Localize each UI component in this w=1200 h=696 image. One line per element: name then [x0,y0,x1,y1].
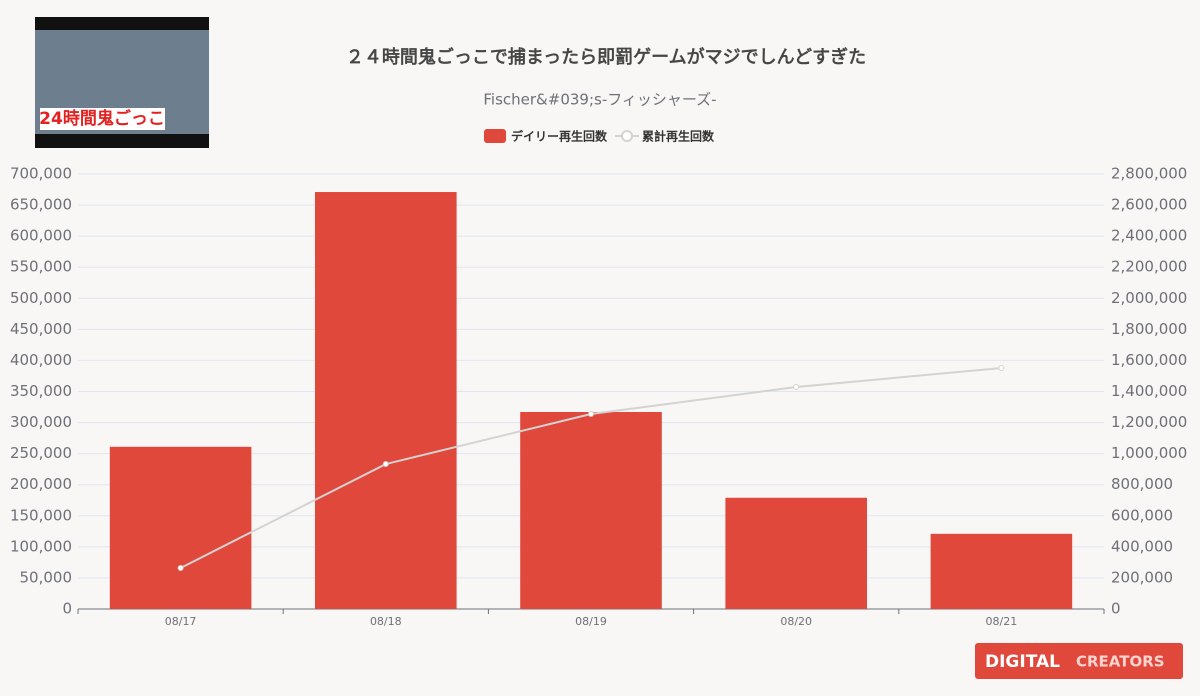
y-tick-label: 150,000 [10,506,72,524]
y2-tick-label: 1,000,000 [1111,444,1187,462]
y2-tick-label: 600,000 [1111,506,1173,524]
x-tick-label: 08/17 [165,615,197,628]
bar [109,446,252,609]
y2-tick-label: 2,000,000 [1111,289,1187,307]
y2-tick-label: 1,400,000 [1111,382,1187,400]
legend-label: デイリー再生回数 [511,129,608,144]
x-tick-label: 08/19 [575,615,607,628]
y-tick-label: 450,000 [10,320,72,338]
line-point [382,461,389,468]
y-tick-label: 650,000 [10,196,72,214]
bar [725,497,867,609]
line-point [793,383,800,390]
y2-tick-label: 2,200,000 [1111,258,1187,276]
y2-tick-label: 1,200,000 [1111,413,1187,431]
y-tick-label: 200,000 [10,475,72,493]
legend-swatch [621,130,633,142]
line-point [998,365,1005,372]
y-tick-label: 700,000 [10,165,72,183]
thumbnail: 24時間鬼ごっこ [35,17,209,148]
bar [315,192,457,609]
thumbnail-caption-box [40,108,165,130]
y2-tick-label: 400,000 [1111,537,1173,555]
y-tick-label: 550,000 [10,258,72,276]
x-tick-label: 08/20 [780,615,812,628]
y2-tick-label: 1,600,000 [1111,351,1187,369]
y-tick-label: 300,000 [10,413,72,431]
x-tick-label: 08/18 [370,615,402,628]
y2-tick-label: 2,400,000 [1111,227,1187,245]
logo-box [975,643,1183,679]
legend-swatch [484,129,506,143]
logo-mark: DIGITAL [985,652,1060,672]
y-tick-label: 0 [62,600,72,618]
x-tick-label: 08/21 [986,615,1018,628]
logo: DIGITAL CREATORS [975,643,1183,679]
y-tick-label: 400,000 [10,351,72,369]
chart-title: ２４時間鬼ごっこで捕まったら即罰ゲームがマジでしんどすぎた [346,46,866,68]
bar [930,533,1073,609]
y2-tick-label: 200,000 [1111,568,1173,586]
bar [520,412,662,609]
thumbnail-caption: 24時間鬼ごっこ [39,108,165,129]
chart-subtitle: Fischer&#039;s-フィッシャーズ- [483,91,716,109]
legend-label: 累計再生回数 [642,129,715,144]
y2-tick-label: 0 [1111,600,1121,618]
y2-tick-label: 1,800,000 [1111,320,1187,338]
y2-tick-label: 800,000 [1111,475,1173,493]
y-tick-label: 600,000 [10,227,72,245]
y-tick-label: 50,000 [20,568,73,586]
line-point [588,411,594,418]
line-point [177,564,184,571]
y-tick-label: 250,000 [10,444,72,462]
y2-tick-label: 2,600,000 [1111,196,1187,214]
y-tick-label: 100,000 [10,537,72,555]
y2-tick-label: 2,800,000 [1111,165,1187,183]
y-tick-label: 350,000 [10,382,72,400]
logo-text: CREATORS [1076,653,1165,671]
y-tick-label: 500,000 [10,289,72,307]
